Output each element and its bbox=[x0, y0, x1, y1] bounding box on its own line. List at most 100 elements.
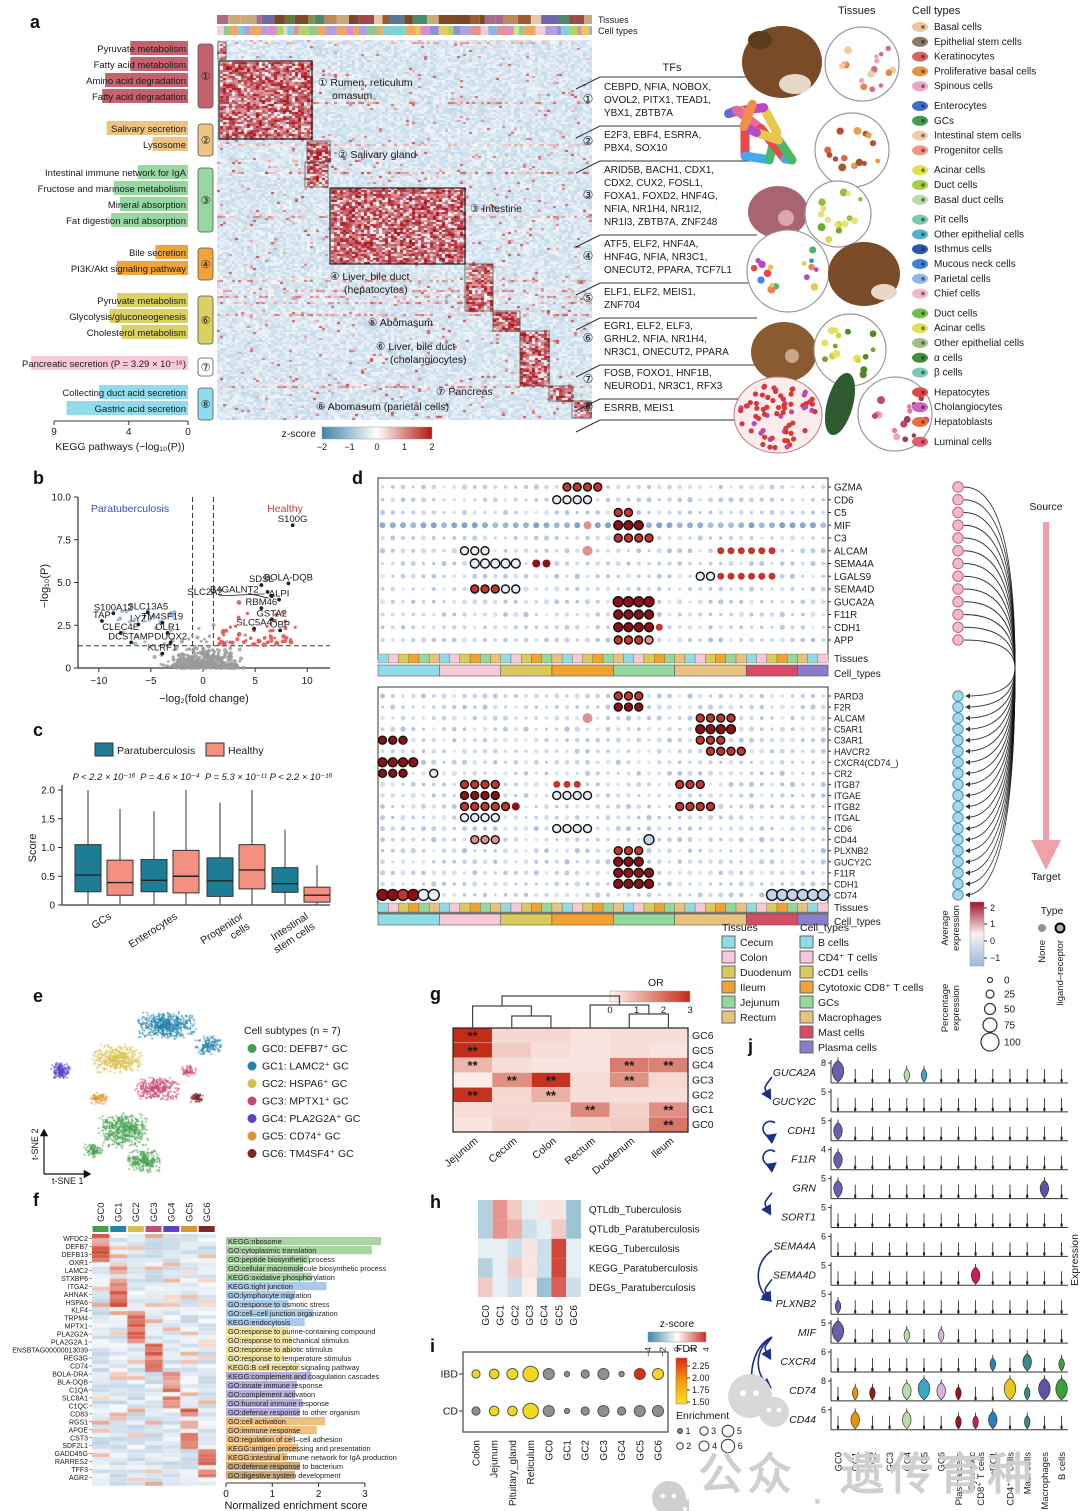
scatter-point-red bbox=[281, 634, 286, 639]
gene-row-label: CD6 bbox=[834, 495, 854, 506]
hotspot-dot bbox=[582, 713, 593, 724]
dot bbox=[544, 859, 549, 864]
h-cell bbox=[551, 1258, 567, 1278]
h-cell bbox=[522, 1238, 537, 1259]
dot bbox=[657, 771, 662, 776]
dot bbox=[401, 782, 405, 786]
dot bbox=[513, 599, 518, 604]
dot bbox=[544, 760, 549, 764]
dot bbox=[544, 705, 549, 709]
dot bbox=[441, 522, 447, 529]
dot bbox=[513, 485, 518, 489]
tissue-bar-cell bbox=[439, 653, 450, 664]
dot bbox=[759, 716, 764, 720]
dot bbox=[626, 484, 631, 490]
dot bbox=[811, 782, 815, 786]
illustration-cell-dot bbox=[885, 45, 891, 52]
celltype-legend-label: cCD1 cells bbox=[818, 967, 868, 979]
dot bbox=[698, 497, 703, 502]
hotspot-dot bbox=[582, 790, 593, 801]
dot bbox=[442, 548, 446, 553]
j-category-label: GC3 bbox=[885, 1452, 896, 1472]
dot bbox=[667, 793, 672, 798]
hotspot-dot bbox=[613, 702, 623, 712]
hotspot-dot bbox=[623, 507, 634, 518]
tf-group-badge: ③ bbox=[583, 188, 594, 202]
g-column-label: Ileum bbox=[649, 1135, 677, 1161]
scatter-point bbox=[201, 649, 205, 653]
hotspot-dot bbox=[685, 779, 695, 790]
dot bbox=[821, 815, 826, 820]
enrichment-bar-label: GO:complement activation bbox=[228, 1390, 315, 1399]
hotspot-dot bbox=[480, 584, 490, 594]
dot bbox=[739, 860, 743, 864]
panel-label-i: i bbox=[430, 1336, 436, 1356]
enrichment-bar-label: GO:digestive system development bbox=[228, 1471, 341, 1480]
fdr-tick: 1.50 bbox=[692, 1397, 710, 1407]
dot bbox=[760, 510, 764, 515]
y-tick: 10.0 bbox=[52, 493, 72, 504]
annotation-bar-segment bbox=[238, 26, 244, 35]
dot bbox=[718, 484, 723, 490]
scatter-point-blue bbox=[118, 616, 123, 621]
dot bbox=[492, 826, 498, 832]
hotspot-dot bbox=[613, 533, 623, 543]
dot bbox=[452, 498, 456, 502]
scatter-point-red bbox=[268, 629, 272, 633]
scatter-point-red bbox=[271, 628, 275, 633]
tissue-legend-label: Rectum bbox=[740, 1012, 776, 1024]
scatter-point bbox=[195, 635, 200, 640]
scatter-point-red bbox=[252, 642, 257, 647]
h-cell bbox=[536, 1238, 552, 1259]
scatter-point bbox=[223, 652, 227, 656]
dot bbox=[544, 882, 549, 886]
dot bbox=[379, 522, 386, 529]
cell-type-label: Enterocytes bbox=[934, 101, 987, 112]
illustration-cell-dot bbox=[817, 223, 826, 232]
tissue-bar-cell bbox=[531, 902, 542, 913]
scatter-point bbox=[226, 665, 231, 670]
dot bbox=[728, 815, 734, 821]
h-zscore-tick: 0 bbox=[672, 1347, 682, 1352]
gene-label: DCSTAMP bbox=[108, 631, 154, 642]
dot bbox=[503, 771, 508, 776]
scatter-point bbox=[197, 626, 201, 631]
dot bbox=[759, 484, 765, 490]
dot bbox=[462, 738, 467, 743]
panel-a-heatmap-canvas bbox=[217, 40, 592, 420]
dot bbox=[503, 612, 508, 617]
hotspot-dot bbox=[758, 547, 766, 555]
dot bbox=[410, 870, 416, 876]
cell-type-swatch bbox=[912, 417, 928, 427]
dot bbox=[810, 637, 816, 643]
gene-label: SLC5A4 bbox=[236, 618, 271, 629]
gene-row-label: CDH1 bbox=[834, 879, 859, 889]
dot bbox=[544, 771, 549, 776]
kegg-bar bbox=[99, 385, 188, 399]
scatter-point-red bbox=[230, 640, 235, 645]
illustration-cell-dot bbox=[870, 347, 876, 353]
dot bbox=[606, 749, 610, 753]
dot bbox=[605, 814, 611, 821]
dot bbox=[380, 510, 385, 515]
enrichment-bar-label: GO:cell–cell junction organization bbox=[228, 1309, 338, 1318]
dot bbox=[503, 870, 508, 876]
dot bbox=[595, 561, 601, 566]
dot bbox=[401, 694, 405, 698]
dot bbox=[420, 637, 427, 643]
dot bbox=[452, 599, 457, 604]
panel-label-b: b bbox=[33, 468, 44, 488]
h-column-label: GC4 bbox=[540, 1305, 551, 1326]
dot bbox=[534, 771, 539, 776]
dot bbox=[810, 815, 816, 820]
dot bbox=[616, 838, 620, 842]
dot bbox=[441, 782, 447, 787]
dot bbox=[503, 760, 508, 764]
tissue-bar-cell bbox=[541, 902, 553, 913]
celltype-swatch bbox=[799, 1010, 814, 1024]
annotation-bar-segment bbox=[294, 15, 309, 24]
dot bbox=[749, 694, 754, 698]
hotspot-dot bbox=[633, 520, 644, 531]
dot bbox=[677, 770, 683, 776]
tf-list-item: NEUROD1, NR3C1, RFX3 bbox=[604, 381, 723, 392]
